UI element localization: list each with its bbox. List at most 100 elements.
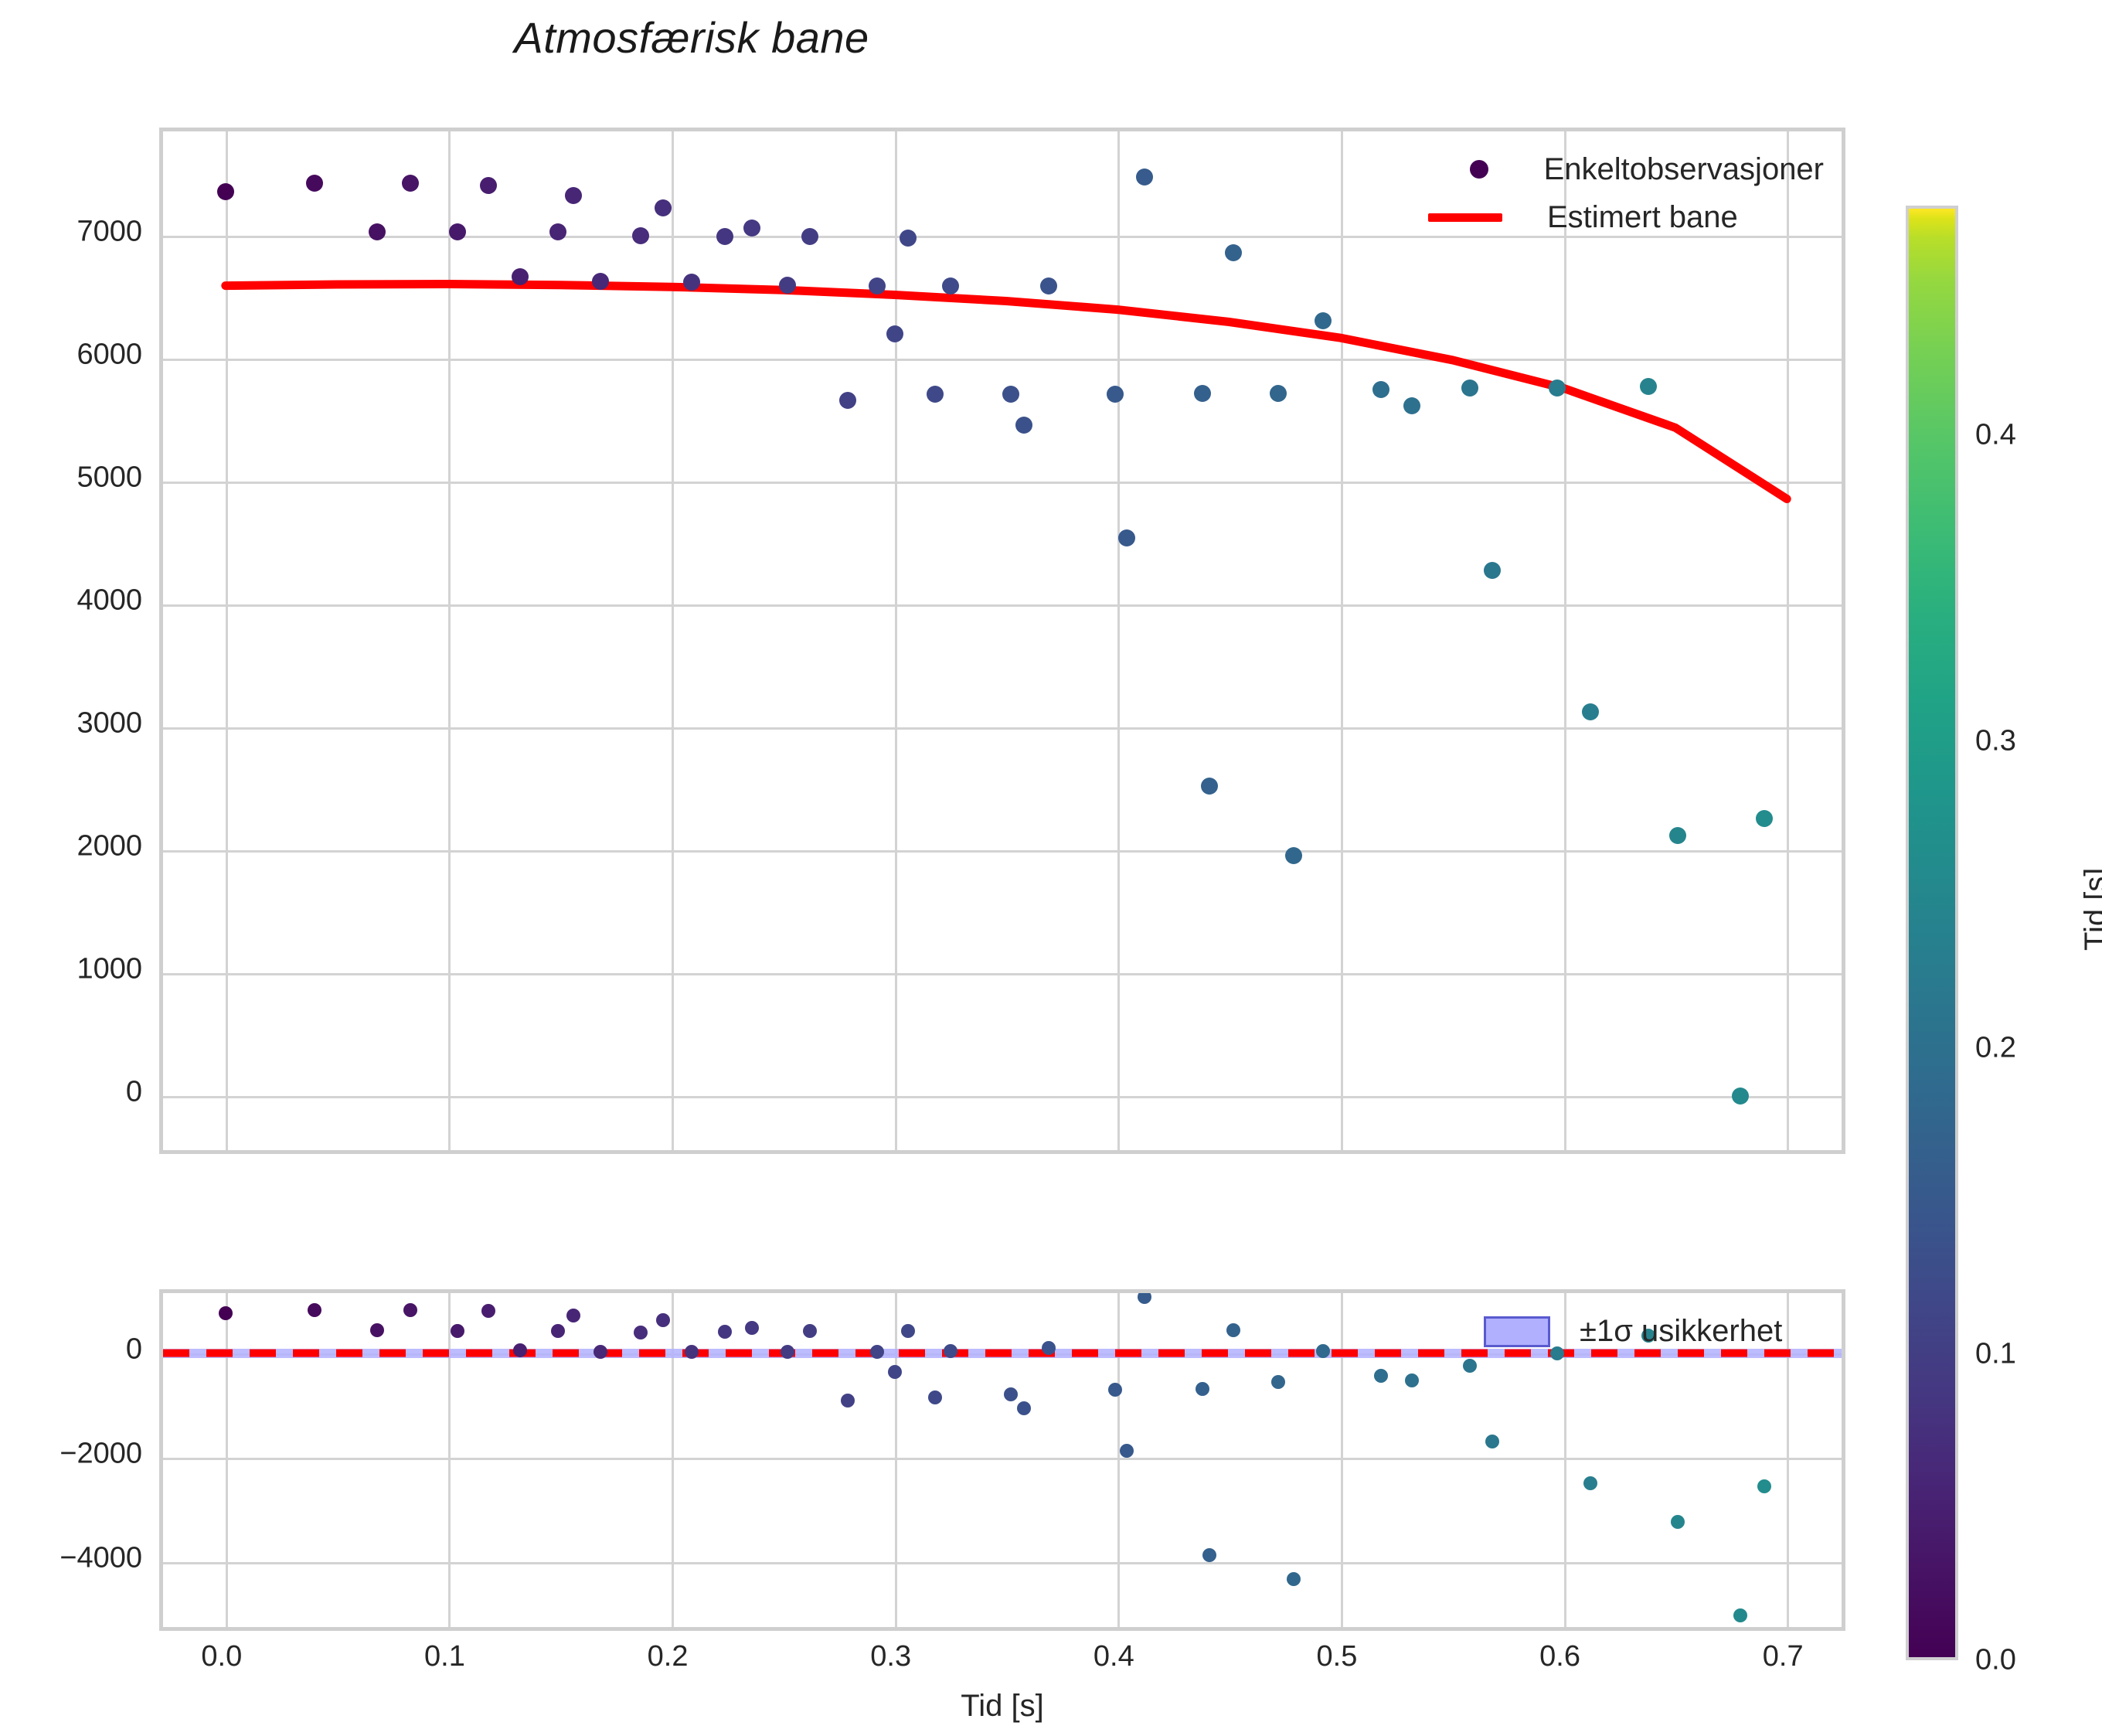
gridline-horizontal <box>163 604 1842 608</box>
gridline-horizontal <box>163 482 1842 485</box>
data-point <box>1002 385 1019 403</box>
gridline-horizontal <box>163 973 1842 976</box>
data-point <box>480 176 498 194</box>
data-point <box>1668 826 1686 844</box>
data-point <box>1195 1382 1209 1397</box>
colorbar-tick-label: 0.1 <box>1975 1337 2016 1370</box>
data-point <box>1315 1343 1330 1358</box>
data-point <box>448 223 466 240</box>
data-point <box>803 1324 817 1339</box>
gridline-vertical <box>1563 131 1566 1150</box>
data-point <box>1015 417 1033 434</box>
data-point <box>1193 384 1211 402</box>
data-point <box>901 1323 915 1338</box>
legend-label-uncertainty: ±1σ usikkerhet <box>1580 1314 1783 1348</box>
data-point <box>655 1312 670 1327</box>
residual-y-tick-label: 0 <box>125 1333 142 1366</box>
main-y-tick-label: 3000 <box>77 706 142 740</box>
red-line-icon <box>1422 213 1518 222</box>
data-point <box>1640 378 1658 395</box>
gridline-vertical <box>894 131 897 1150</box>
gridline-vertical <box>672 131 675 1150</box>
scatter-dot-icon <box>1422 160 1515 179</box>
gridline-vertical <box>1340 1293 1343 1627</box>
data-point <box>886 325 903 343</box>
data-point <box>1003 1387 1018 1402</box>
data-point <box>1135 168 1153 186</box>
data-point <box>1549 1346 1564 1361</box>
gridline-horizontal <box>163 359 1842 362</box>
gridline-horizontal <box>163 1457 1842 1460</box>
data-point <box>1484 561 1502 579</box>
gridline-vertical <box>894 1293 897 1627</box>
colorbar-tick-label: 0.0 <box>1975 1643 2016 1676</box>
x-tick-label: 0.7 <box>1762 1640 1804 1673</box>
legend-item-observations: Enkeltobservasjoner <box>1422 145 1824 193</box>
data-point <box>1641 1329 1656 1343</box>
data-point <box>801 227 818 245</box>
x-tick-label: 0.5 <box>1316 1640 1358 1673</box>
residual-legend: ±1σ usikkerhet <box>1484 1314 1782 1349</box>
colorbar-tick-label: 0.4 <box>1975 418 2016 451</box>
data-point <box>654 199 672 216</box>
data-point <box>683 273 701 291</box>
gridline-vertical <box>1117 131 1121 1150</box>
data-point <box>779 276 797 294</box>
data-point <box>1314 311 1332 329</box>
x-axis-label: Tid [s] <box>961 1689 1044 1723</box>
gridline-vertical <box>1787 1293 1790 1627</box>
data-point <box>218 1305 233 1320</box>
gridline-horizontal <box>163 1096 1842 1099</box>
data-point <box>512 1343 527 1357</box>
x-tick-label: 0.3 <box>870 1640 912 1673</box>
colorbar-tick-label: 0.2 <box>1975 1031 2016 1064</box>
colorbar-gradient <box>1906 206 1958 1660</box>
data-point <box>744 1321 759 1336</box>
zero-reference-line <box>163 1349 1842 1357</box>
gridline-vertical <box>225 1293 228 1627</box>
data-point <box>1583 1476 1598 1490</box>
data-point <box>402 174 420 192</box>
data-point <box>593 1344 607 1359</box>
data-point <box>1582 703 1600 721</box>
data-point <box>1287 1571 1301 1586</box>
data-point <box>1202 1548 1216 1563</box>
gridline-vertical <box>672 1293 675 1627</box>
data-point <box>1463 1359 1478 1373</box>
data-point <box>1403 397 1421 415</box>
data-point <box>1548 380 1566 397</box>
main-plot-area <box>163 131 1842 1150</box>
data-point <box>566 1308 581 1322</box>
data-point <box>1461 380 1479 397</box>
legend-item-fit: Estimert bane <box>1422 193 1824 241</box>
main-y-tick-label: 6000 <box>77 338 142 371</box>
data-point <box>565 187 583 205</box>
data-point <box>591 273 609 291</box>
data-point <box>1039 277 1057 294</box>
data-point <box>1119 1444 1134 1459</box>
data-point <box>306 174 324 192</box>
main-y-tick-label: 5000 <box>77 461 142 494</box>
data-point <box>370 1323 385 1338</box>
main-y-tick-label: 7000 <box>77 215 142 248</box>
data-point <box>1226 1322 1241 1337</box>
gridline-horizontal <box>163 727 1842 730</box>
gridline-vertical <box>1117 1293 1121 1627</box>
data-point <box>450 1323 464 1338</box>
data-point <box>216 182 234 200</box>
gridline-vertical <box>448 1293 451 1627</box>
gridline-vertical <box>1787 131 1790 1150</box>
data-point <box>1756 810 1774 828</box>
data-point <box>1757 1479 1772 1494</box>
legend-label-observations: Enkeltobservasjoner <box>1543 151 1824 186</box>
data-point <box>1107 385 1124 403</box>
data-point <box>839 391 857 409</box>
x-tick-label: 0.6 <box>1539 1640 1580 1673</box>
data-point <box>631 227 649 245</box>
data-point <box>941 277 959 295</box>
data-point <box>308 1302 322 1317</box>
residual-plot-area <box>163 1293 1842 1627</box>
residual-plot-panel <box>159 1289 1845 1631</box>
data-point <box>1372 380 1389 398</box>
data-point <box>781 1345 795 1360</box>
